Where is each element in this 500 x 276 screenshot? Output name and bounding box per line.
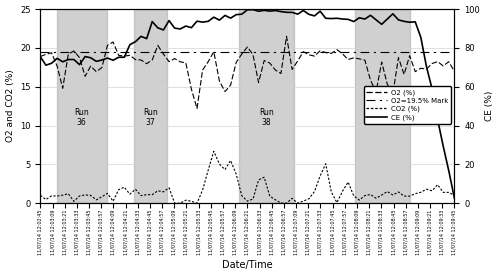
Text: Run
36: Run 36 <box>74 108 89 128</box>
Bar <box>239 9 294 203</box>
Bar <box>134 9 168 203</box>
Y-axis label: CE (%): CE (%) <box>486 91 494 121</box>
Text: Run
37: Run 37 <box>144 108 158 128</box>
Legend: O2 (%), O2=19.5% Mark, CO2 (%), CE (%): O2 (%), O2=19.5% Mark, CO2 (%), CE (%) <box>364 86 451 124</box>
Y-axis label: O2 and CO2 (%): O2 and CO2 (%) <box>6 70 15 142</box>
Text: Run
39: Run 39 <box>376 108 390 128</box>
Text: Run
38: Run 38 <box>260 108 274 128</box>
X-axis label: Date/Time: Date/Time <box>222 261 272 270</box>
Bar <box>57 9 106 203</box>
Bar <box>355 9 410 203</box>
